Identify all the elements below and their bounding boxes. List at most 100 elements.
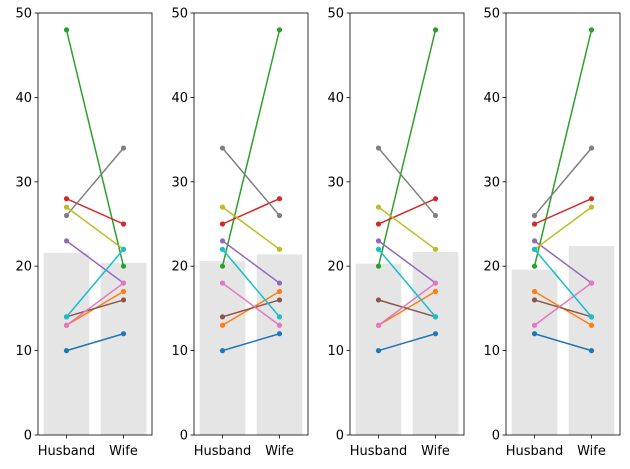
y-tick-label: 40 — [327, 91, 344, 106]
series-point-4-wife — [120, 221, 127, 227]
series-line-7 — [222, 282, 280, 326]
series-line-6 — [222, 299, 280, 318]
y-tick-label: 50 — [483, 7, 500, 22]
x-tick-label-husband: Husband — [194, 444, 252, 459]
series-point-10-husband — [531, 246, 538, 252]
series-point-4-husband — [63, 196, 70, 202]
series-line-4 — [534, 197, 592, 225]
x-tick-label-husband: Husband — [506, 444, 564, 459]
series-line-8 — [65, 147, 125, 217]
series-point-9-wife — [276, 246, 283, 252]
y-tick-label: 0 — [336, 429, 344, 444]
series-point-3-husband — [63, 27, 70, 33]
series-point-4-husband — [375, 221, 382, 227]
series-point-8-husband — [219, 145, 226, 151]
series-point-5-husband — [63, 238, 70, 244]
series-point-2-husband — [531, 288, 538, 295]
y-tick-label: 10 — [171, 344, 188, 359]
series-point-3-wife — [432, 27, 439, 33]
y-tick-label: 50 — [327, 7, 344, 22]
series-line-3 — [221, 29, 281, 267]
series-line-1 — [66, 333, 124, 352]
series-line-10 — [533, 248, 593, 318]
series-point-8-husband — [375, 145, 382, 151]
series-line-8 — [533, 147, 593, 217]
series-point-2-wife — [276, 288, 283, 295]
series-point-6-husband — [219, 314, 226, 320]
series-point-10-husband — [375, 246, 382, 252]
series-point-7-wife — [276, 322, 283, 328]
y-tick-label: 30 — [327, 175, 344, 190]
series-line-3 — [65, 29, 125, 267]
series-point-8-wife — [276, 212, 283, 219]
series-point-4-wife — [432, 196, 439, 202]
series-point-7-husband — [219, 280, 226, 286]
series-point-9-husband — [63, 204, 70, 210]
series-line-9 — [378, 206, 436, 250]
panel-4: 0 10 20 30 40 50 Husband Wife — [483, 7, 621, 459]
series-point-10-husband — [63, 314, 70, 320]
series-point-7-wife — [588, 280, 595, 286]
series-point-7-husband — [375, 322, 382, 328]
series-point-10-wife — [276, 314, 283, 320]
series-point-1-wife — [276, 331, 283, 337]
series-line-5 — [534, 240, 592, 284]
series-line-8 — [221, 147, 281, 217]
y-tick-label: 10 — [15, 344, 32, 359]
series-point-6-husband — [531, 297, 538, 303]
series-line-6 — [534, 299, 592, 318]
series-point-3-husband — [375, 263, 382, 269]
y-tick-label: 20 — [15, 260, 32, 275]
series-point-8-husband — [63, 212, 70, 219]
series-point-4-wife — [588, 196, 595, 202]
series-point-1-wife — [120, 331, 127, 337]
series-point-1-husband — [531, 331, 538, 337]
series-line-1 — [534, 333, 592, 352]
mean-bar-husband — [43, 252, 90, 435]
y-tick-label: 50 — [171, 7, 188, 22]
y-tick-label: 20 — [483, 260, 500, 275]
y-tick-label: 40 — [171, 91, 188, 106]
series-point-7-wife — [432, 280, 439, 286]
series-point-5-wife — [276, 280, 283, 286]
x-tick-label-husband: Husband — [38, 444, 96, 459]
series-point-8-wife — [588, 145, 595, 151]
panel-2: 0 10 20 30 40 50 Husband Wife — [171, 7, 309, 459]
series-point-9-wife — [588, 204, 595, 210]
y-tick-label: 20 — [327, 260, 344, 275]
series-point-4-wife — [276, 196, 283, 202]
series-point-5-husband — [531, 238, 538, 244]
series-point-4-husband — [219, 221, 226, 227]
series-point-3-wife — [588, 27, 595, 33]
series-point-10-wife — [432, 314, 439, 320]
plot-frame — [505, 12, 621, 436]
plot-frame — [349, 12, 465, 436]
x-tick-label-husband: Husband — [350, 444, 408, 459]
series-line-8 — [377, 147, 437, 217]
series-point-2-husband — [219, 322, 226, 328]
series-point-2-wife — [120, 288, 127, 295]
panel-1: 0 10 20 30 40 50 Husband Wife — [15, 7, 153, 459]
y-tick-label: 40 — [483, 91, 500, 106]
panel-3: 0 10 20 30 40 50 Husband Wife — [327, 7, 465, 459]
series-line-5 — [66, 240, 124, 284]
plot-frame — [193, 12, 309, 436]
series-line-7 — [66, 282, 124, 326]
x-tick-label-wife: Wife — [109, 444, 138, 459]
series-point-6-wife — [120, 297, 127, 303]
series-point-3-wife — [120, 263, 127, 269]
series-point-9-wife — [432, 246, 439, 252]
series-line-9 — [534, 206, 592, 250]
series-point-1-husband — [219, 348, 226, 354]
series-line-3 — [533, 29, 593, 267]
series-line-3 — [377, 29, 437, 267]
y-tick-label: 30 — [171, 175, 188, 190]
series-line-9 — [66, 206, 124, 250]
series-point-9-husband — [375, 204, 382, 210]
y-tick-label: 10 — [327, 344, 344, 359]
series-line-6 — [66, 299, 124, 318]
series-line-9 — [222, 206, 280, 250]
series-line-1 — [222, 333, 280, 352]
series-line-10 — [221, 248, 281, 318]
x-tick-label-wife: Wife — [265, 444, 294, 459]
